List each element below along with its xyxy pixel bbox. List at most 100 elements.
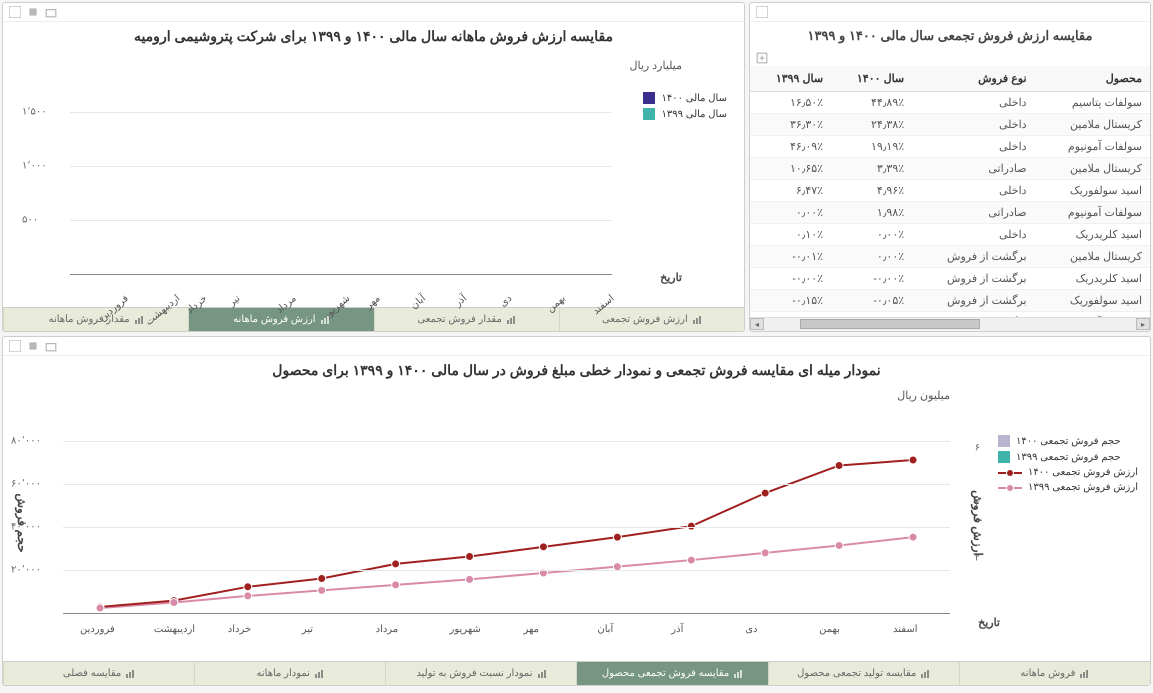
x-tick-label: مهر <box>523 624 538 635</box>
table-cell: ۱۹٫۱۹٪ <box>831 136 912 158</box>
legend-item: ارزش فروش تجمعی ۱۳۹۹ <box>998 482 1138 493</box>
line-point[interactable] <box>244 592 252 600</box>
tab[interactable]: نمودار ماهانه <box>194 662 385 685</box>
combo-chart-title: نمودار میله ای مقایسه فروش تجمعی و نمودا… <box>3 356 1150 385</box>
table-cell: ۶٫۴۷٪ <box>750 180 831 202</box>
table-cell: صادراتی <box>912 202 1034 224</box>
x-tick-label: آبان <box>408 293 427 312</box>
table-row[interactable]: اسید سولفوریکداخلی۴٫۹۶٪۶٫۴۷٪ <box>750 180 1150 202</box>
table-row[interactable]: کریستال ملامینداخلی۲۴٫۳۸٪۳۶٫۳۰٪ <box>750 114 1150 136</box>
tab[interactable]: مقایسه فروش تجمعی محصول <box>576 662 767 685</box>
line-point[interactable] <box>96 603 104 611</box>
table-row[interactable]: اسید کلریدریکداخلی۰٫۰۰٪۰٫۱۰٪ <box>750 224 1150 246</box>
print-icon[interactable] <box>27 340 39 352</box>
line-point[interactable] <box>909 533 917 541</box>
line-point[interactable] <box>392 560 400 568</box>
tab[interactable]: مقایسه تولید تجمعی محصول <box>768 662 959 685</box>
line-point[interactable] <box>170 599 178 607</box>
table-header[interactable]: سال ۱۴۰۰ <box>831 66 912 92</box>
table-cell: ۰٫۰۰٪ <box>831 246 912 268</box>
table-cell: صادراتی <box>912 158 1034 180</box>
tab[interactable]: مقایسه فصلی <box>3 662 194 685</box>
maximize-icon[interactable] <box>9 6 21 18</box>
line-point[interactable] <box>761 489 769 497</box>
table-header[interactable]: محصول <box>1035 66 1150 92</box>
table-header[interactable]: نوع فروش <box>912 66 1034 92</box>
table-row[interactable]: اسید سولفوریکبرگشت از فروش-۰٫۰۵٪-۰٫۱۵٪ <box>750 290 1150 312</box>
scroll-thumb[interactable] <box>800 319 980 329</box>
line-point[interactable] <box>835 461 843 469</box>
print-icon[interactable] <box>27 6 39 18</box>
line-point[interactable] <box>318 575 326 583</box>
table-row[interactable]: سولفات پتاسیمداخلی۴۴٫۸۹٪۱۶٫۵۰٪ <box>750 92 1150 114</box>
bar-chart-legend: سال مالی ۱۴۰۰سال مالی ۱۳۹۹ <box>643 92 727 124</box>
table-cell: ۱۶٫۵۰٪ <box>750 92 831 114</box>
combo-xlabel: تاریخ <box>978 616 1000 629</box>
maximize-icon[interactable] <box>756 6 768 18</box>
table-cell: اسید کلریدریک <box>1035 268 1150 290</box>
line-point[interactable] <box>835 541 843 549</box>
y-tick-label: ۱٬۵۰۰ <box>22 106 64 117</box>
x-tick-label: بهمن <box>545 293 568 315</box>
table-cell: ۴۴٫۸۹٪ <box>831 92 912 114</box>
legend-item: حجم فروش تجمعی ۱۴۰۰ <box>998 435 1138 447</box>
line-point[interactable] <box>539 543 547 551</box>
line-point[interactable] <box>170 597 178 605</box>
table-row[interactable]: کریستال ملامینبرگشت از فروش۰٫۰۰٪-۰٫۰۱٪ <box>750 246 1150 268</box>
legend-item: ارزش فروش تجمعی ۱۴۰۰ <box>998 467 1138 478</box>
tab[interactable]: نمودار نسبت فروش به تولید <box>385 662 576 685</box>
table-cell: داخلی <box>912 136 1034 158</box>
table-cell: کریستال ملامین <box>1035 158 1150 180</box>
table-header[interactable]: سال ۱۳۹۹ <box>750 66 831 92</box>
export-icon[interactable] <box>756 52 768 64</box>
x-tick-label: بهمن <box>819 624 840 635</box>
table-cell: برگشت از فروش <box>912 268 1034 290</box>
maximize-icon[interactable] <box>9 340 21 352</box>
x-tick-label: شهریور <box>450 624 481 635</box>
scroll-right-arrow[interactable]: ▸ <box>1136 318 1150 330</box>
line-point[interactable] <box>909 456 917 464</box>
tab[interactable]: فروش ماهانه <box>959 662 1150 685</box>
line-point[interactable] <box>761 549 769 557</box>
export-icon[interactable] <box>45 340 57 352</box>
x-tick-label: آذر <box>453 293 469 309</box>
x-tick-label: تیر <box>302 624 313 635</box>
table-cell: کریستال ملامین <box>1035 246 1150 268</box>
legend-item: سال مالی ۱۳۹۹ <box>643 108 727 120</box>
combo-chart-tabs: فروش ماهانهمقایسه تولید تجمعی محصولمقایس… <box>3 661 1150 685</box>
x-tick-label: مرداد <box>376 624 399 635</box>
x-tick-label: مهر <box>363 293 382 311</box>
table-cell: داخلی <box>912 180 1034 202</box>
x-tick-label: اسفند <box>893 624 917 635</box>
x-tick-label: اردیبهشت <box>154 624 195 635</box>
table-row[interactable]: سولفات آمونیومداخلی۱۹٫۱۹٪۴۶٫۰۹٪ <box>750 136 1150 158</box>
line-point[interactable] <box>244 583 252 591</box>
table-row[interactable]: کریستال ملامینصادراتی۳٫۳۹٪۱۰٫۶۵٪ <box>750 158 1150 180</box>
table-cell: اسید سولفوریک <box>1035 290 1150 312</box>
table-row[interactable]: اسید کلریدریکبرگشت از فروش-۰٫۰۰٪-۰٫۰۰٪ <box>750 268 1150 290</box>
line-point[interactable] <box>318 586 326 594</box>
y-tick-left: ۸۰٬۰۰۰ <box>11 436 57 447</box>
line-point[interactable] <box>466 552 474 560</box>
line-point[interactable] <box>392 581 400 589</box>
table-cell: کریستال ملامین <box>1035 114 1150 136</box>
y-tick-left: ۶۰٬۰۰۰ <box>11 479 57 490</box>
line-point[interactable] <box>613 533 621 541</box>
table-title: مقایسه ارزش فروش تجمعی سال مالی ۱۴۰۰ و ۱… <box>750 22 1150 50</box>
table-row[interactable]: سولفات آمونیومصادراتی۱٫۹۸٪۰٫۰۰٪ <box>750 202 1150 224</box>
combo-chart-panel: نمودار میله ای مقایسه فروش تجمعی و نمودا… <box>2 336 1151 686</box>
table-cell: -۰٫۰۵٪ <box>831 290 912 312</box>
x-tick-label: دی <box>745 624 757 635</box>
export-icon[interactable] <box>45 6 57 18</box>
table-cell: سولفات پتاسیم <box>1035 92 1150 114</box>
line-point[interactable] <box>96 604 104 612</box>
line-point[interactable] <box>466 575 474 583</box>
line-point[interactable] <box>687 556 695 564</box>
scroll-left-arrow[interactable]: ◂ <box>750 318 764 330</box>
table-cell: ۰٫۰۰٪ <box>750 202 831 224</box>
table-cell: داخلی <box>912 114 1034 136</box>
table-cell: -۰٫۰۱٪ <box>750 246 831 268</box>
table-cell: داخلی <box>912 224 1034 246</box>
table-h-scrollbar[interactable]: ◂ ▸ <box>750 317 1150 331</box>
line-point[interactable] <box>687 522 695 530</box>
